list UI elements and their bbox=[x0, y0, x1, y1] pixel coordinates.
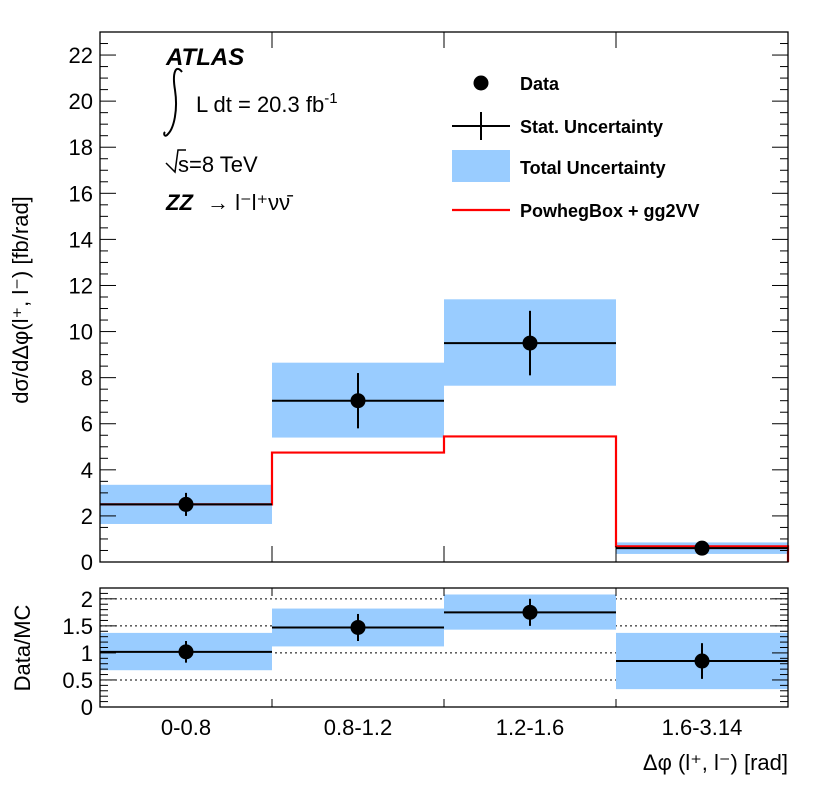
y-axis-label-ratio: Data/MC bbox=[10, 604, 35, 691]
ytick-label-0: 0 bbox=[81, 695, 93, 720]
luminosity-text: L dt = 20.3 fb-1 bbox=[196, 90, 338, 117]
ytick-label-3: 6 bbox=[81, 412, 93, 437]
x-category-label-0: 0-0.8 bbox=[161, 715, 211, 740]
sqrt-sign bbox=[165, 149, 186, 174]
luminosity-main: L dt = 20.3 fb bbox=[196, 92, 324, 117]
x-category-label-3: 1.6-3.14 bbox=[662, 715, 743, 740]
ratio-panel: 00.511.52 bbox=[62, 587, 789, 720]
data-point-1 bbox=[350, 393, 366, 409]
data-point-0 bbox=[178, 496, 194, 512]
process-text: ZZ → l⁻l⁺νν̄ bbox=[165, 190, 293, 215]
ytick-label-0: 0 bbox=[81, 550, 93, 575]
ytick-label-2: 4 bbox=[81, 458, 93, 483]
x-category-label-1: 0.8-1.2 bbox=[324, 715, 393, 740]
ytick-label-7: 14 bbox=[69, 227, 93, 252]
data-point-3 bbox=[694, 540, 710, 556]
data-point-0 bbox=[178, 644, 194, 660]
legend: Data Stat. Uncertainty Total Uncertainty… bbox=[452, 74, 700, 221]
legend-data-marker bbox=[473, 75, 489, 91]
process-zz: ZZ bbox=[165, 190, 194, 215]
legend-data-label: Data bbox=[520, 74, 560, 94]
data-point-2 bbox=[522, 604, 538, 620]
main-panel: 0 2 4 6 8 10 12 14 16 18 20 22 bbox=[69, 31, 790, 575]
ytick-label-8: 16 bbox=[69, 181, 93, 206]
ytick-label-4: 2 bbox=[81, 587, 93, 612]
process-rest: → l⁻l⁺νν̄ bbox=[207, 190, 293, 215]
ytick-label-3: 1.5 bbox=[62, 614, 93, 639]
data-point-2 bbox=[522, 335, 538, 351]
legend-band-label: Total Uncertainty bbox=[520, 158, 666, 178]
ytick-label-4: 8 bbox=[81, 366, 93, 391]
y-axis-label-main: dσ/dΔφ(l⁺, l⁻) [fb/rad] bbox=[8, 196, 33, 404]
ytick-label-6: 12 bbox=[69, 273, 93, 298]
ytick-label-2: 1 bbox=[81, 641, 93, 666]
luminosity-exponent: -1 bbox=[324, 90, 337, 107]
ytick-label-10: 20 bbox=[69, 89, 93, 114]
integral-sign bbox=[163, 67, 183, 137]
data-point-1 bbox=[350, 619, 366, 635]
ytick-label-11: 22 bbox=[69, 43, 93, 68]
legend-mc-label: PowhegBox + gg2VV bbox=[520, 201, 700, 221]
legend-band-swatch bbox=[452, 150, 510, 182]
x-axis-label: Δφ (l⁺, l⁻) [rad] bbox=[643, 750, 788, 775]
ytick-label-1: 2 bbox=[81, 504, 93, 529]
ytick-label-5: 10 bbox=[69, 320, 93, 345]
data-point-3 bbox=[694, 653, 710, 669]
energy-text: s=8 TeV bbox=[178, 152, 258, 177]
ytick-label-1: 0.5 bbox=[62, 668, 93, 693]
ytick-label-9: 18 bbox=[69, 135, 93, 160]
x-tick-labels: 0-0.8 0.8-1.2 1.2-1.6 1.6-3.14 bbox=[161, 715, 742, 740]
x-category-label-2: 1.2-1.6 bbox=[496, 715, 565, 740]
mc-prediction-line bbox=[100, 435, 790, 562]
atlas-label: ATLAS bbox=[165, 44, 244, 71]
legend-stat-label: Stat. Uncertainty bbox=[520, 117, 663, 137]
